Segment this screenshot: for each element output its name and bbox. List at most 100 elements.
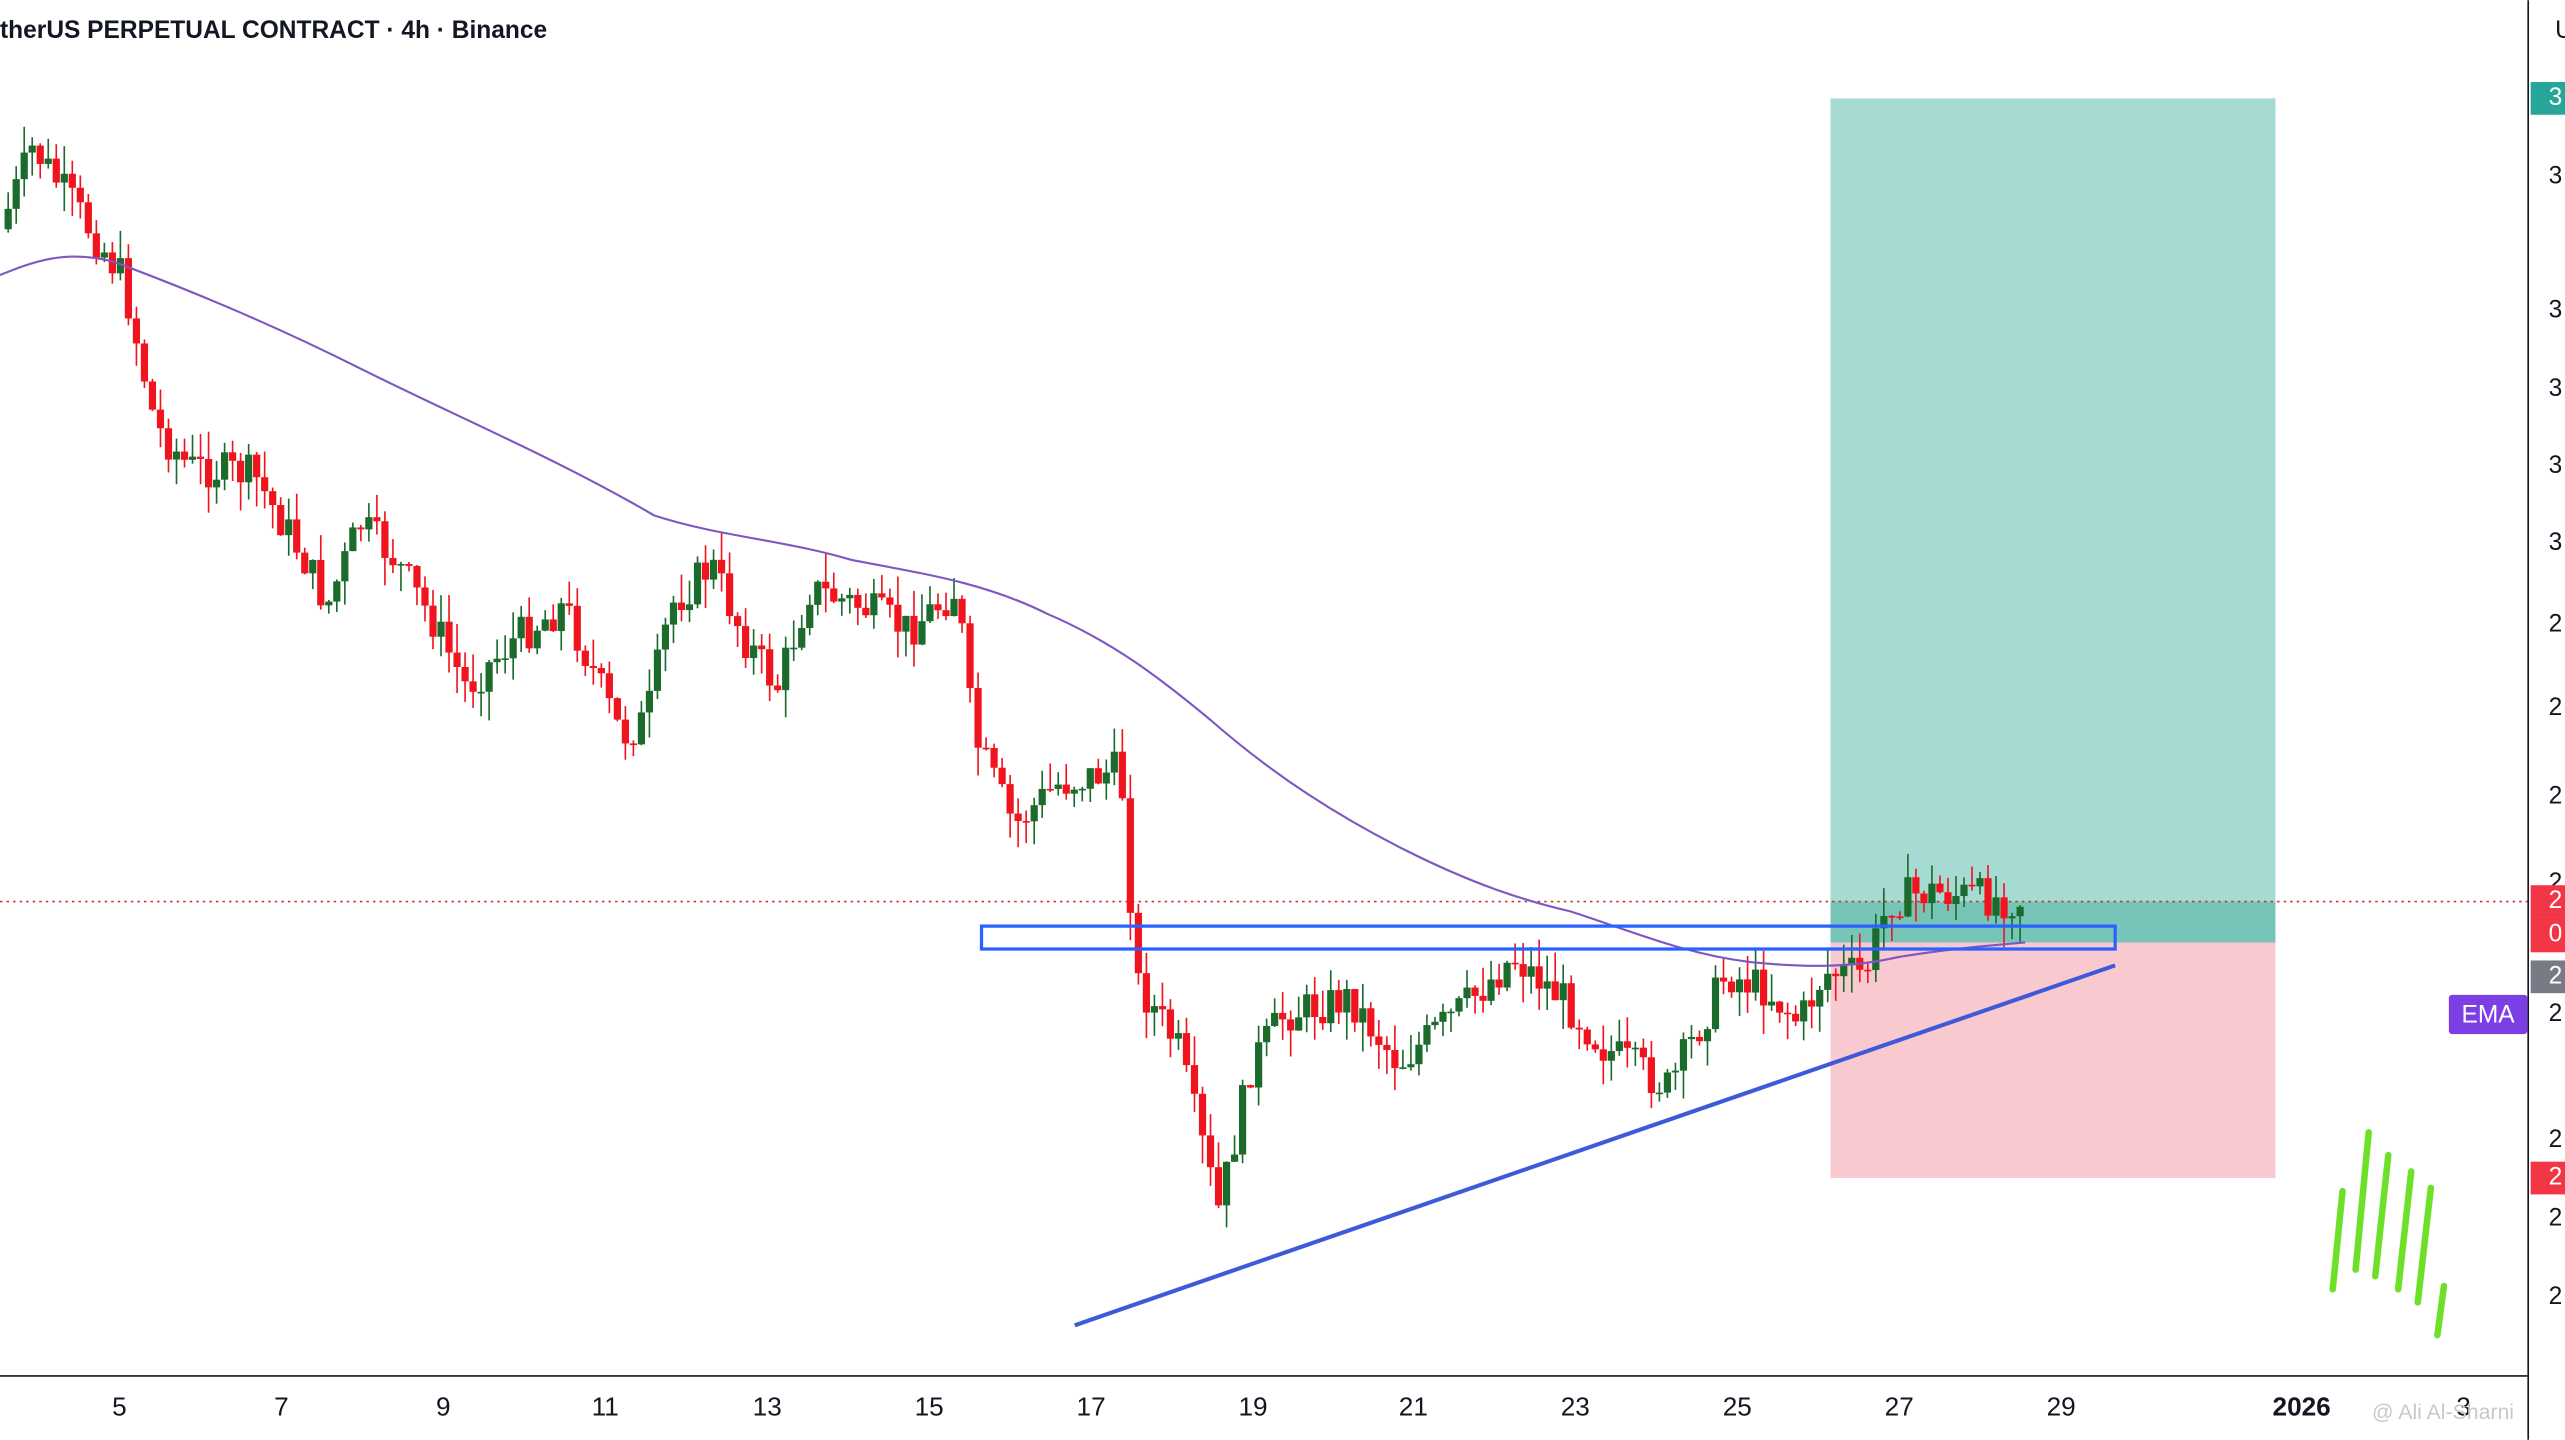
candle-body: [1575, 1027, 1583, 1030]
candle-body: [2000, 897, 2008, 919]
x-tick-label: 11: [592, 1392, 619, 1422]
candle-body: [541, 619, 549, 631]
candle-body: [1030, 805, 1038, 822]
candle-body: [1158, 1006, 1167, 1010]
candle-body: [1784, 1012, 1792, 1015]
candle-body: [1768, 1001, 1776, 1006]
candle-body: [60, 173, 68, 183]
candle-body: [605, 673, 613, 699]
candle-body: [1150, 1006, 1159, 1013]
candle-body: [1463, 987, 1471, 999]
candle-body: [124, 258, 133, 319]
candle-body: [2008, 916, 2016, 919]
ema-label: EMA: [2462, 1002, 2516, 1029]
candle-body: [148, 381, 157, 410]
price-badge-label: 2: [2549, 962, 2563, 989]
candle-body: [774, 685, 782, 691]
candle-body: [709, 559, 718, 580]
candle-body: [1936, 883, 1944, 893]
x-tick-label: 19: [1239, 1392, 1268, 1422]
candles: [4, 126, 2024, 1228]
candle-body: [1583, 1029, 1591, 1045]
candle-body: [637, 712, 646, 745]
candle-body: [188, 456, 197, 460]
candle-body: [76, 187, 84, 203]
candle-body: [1070, 789, 1078, 794]
candle-body: [1928, 883, 1936, 904]
candle-body: [1399, 1067, 1407, 1069]
candle-body: [4, 208, 12, 230]
candle-body: [1126, 798, 1134, 913]
price-tick-label: 2: [2549, 611, 2563, 638]
candle-body: [1006, 784, 1014, 814]
candle-body: [838, 598, 846, 602]
candle-body: [974, 688, 982, 748]
candle-body: [1776, 1001, 1784, 1013]
stop-zone: [1830, 942, 2276, 1179]
candle-body: [357, 527, 365, 530]
candle-body: [92, 233, 100, 258]
candle-body: [1920, 893, 1928, 904]
price-badge-label: 2: [2549, 1164, 2563, 1191]
price-tick-label: 2: [2549, 1283, 2563, 1310]
candle-body: [405, 563, 413, 566]
candle-body: [196, 456, 205, 459]
candle-body: [212, 479, 221, 488]
candle-body: [685, 604, 694, 611]
candle-body: [854, 594, 862, 608]
candle-body: [1559, 983, 1567, 1001]
candle-body: [1511, 962, 1519, 965]
candle-body: [1343, 989, 1351, 1013]
price-tick-label: 2: [2549, 1204, 2563, 1231]
candle-body: [1679, 1039, 1688, 1071]
x-tick-label: 25: [1723, 1392, 1752, 1422]
candle-body: [549, 619, 557, 632]
candle-body: [990, 747, 998, 768]
candle-body: [1535, 966, 1543, 989]
candle-body: [1367, 1008, 1375, 1037]
candle-body: [814, 581, 822, 605]
price-tick-label: 3: [2549, 297, 2563, 324]
candle-body: [1735, 979, 1744, 993]
price-badge: [2530, 1161, 2565, 1195]
candle-body: [669, 602, 678, 625]
candle-body: [1687, 1036, 1696, 1040]
candle-body: [501, 658, 509, 660]
candle-body: [1848, 957, 1856, 966]
candle-body: [661, 624, 670, 650]
candle-body: [477, 691, 485, 694]
candle-body: [1054, 784, 1062, 789]
candle-body: [140, 343, 149, 382]
x-tick-label: 2026: [2273, 1392, 2331, 1422]
candle-body: [806, 604, 814, 628]
candle-body: [790, 647, 798, 650]
candle-body: [2016, 906, 2024, 917]
candle-body: [1062, 784, 1070, 794]
candle-body: [1663, 1072, 1672, 1093]
candle-body: [229, 452, 237, 461]
candle-body: [1383, 1044, 1391, 1051]
x-tick-label: 29: [2047, 1392, 2076, 1422]
candle-body: [1102, 772, 1110, 784]
candle-body: [1751, 969, 1760, 993]
price-tick-label: 2: [2549, 1000, 2563, 1027]
candle-body: [341, 551, 349, 582]
candle-body: [485, 662, 493, 692]
candle-body: [1976, 878, 1984, 887]
candle-body: [1984, 878, 1992, 916]
candle-body: [1896, 916, 1904, 919]
candle-body: [20, 152, 28, 180]
candle-body: [750, 645, 758, 659]
x-tick-label: 5: [112, 1392, 127, 1422]
candle-body: [982, 747, 990, 750]
candle-body: [1719, 977, 1728, 982]
candle-body: [1591, 1044, 1599, 1050]
ema-line: [0, 255, 2026, 967]
candle-body: [437, 621, 445, 637]
candle-body: [180, 451, 189, 460]
price-tick-label: 3: [2549, 375, 2563, 402]
candle-body: [1503, 962, 1511, 988]
target-zone: [1830, 98, 2276, 943]
candle-body: [156, 409, 165, 429]
candle-body: [1888, 915, 1896, 918]
